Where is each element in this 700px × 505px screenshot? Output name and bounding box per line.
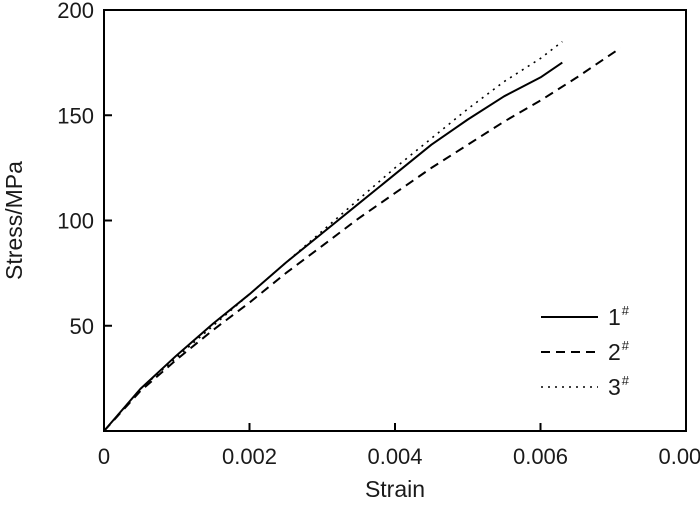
- y-tick-label-1: 100: [57, 209, 94, 234]
- legend: 1#2#3#: [541, 303, 630, 400]
- y-tick-label-0: 50: [70, 314, 94, 339]
- series-layer: [103, 40, 622, 432]
- x-axis-title: Strain: [365, 476, 425, 502]
- plot-frame: [103, 9, 687, 432]
- legend-label-2: 2#: [608, 338, 630, 365]
- x-tick-label-3: 0.006: [513, 444, 568, 469]
- x-tick-label-4: 0.008: [658, 444, 700, 469]
- legend-label-main-1: 1: [608, 304, 621, 330]
- legend-label-sup-3: #: [622, 373, 630, 388]
- x-tick-label-1: 0.002: [222, 444, 277, 469]
- x-tick-label-0: 0: [98, 444, 110, 469]
- legend-label-main-3: 3: [608, 374, 621, 400]
- series-line-1: [103, 61, 563, 432]
- y-axis-title: Stress/MPa: [1, 161, 27, 280]
- legend-label-sup-1: #: [622, 303, 630, 318]
- legend-label-1: 1#: [608, 303, 630, 330]
- legend-label-main-2: 2: [608, 339, 621, 365]
- series-line-3: [103, 40, 563, 432]
- ticks-layer: 0 0.002 0.004 0.006 0.008 50 100 150 200: [57, 0, 700, 469]
- series-line-2: [103, 47, 622, 432]
- y-tick-label-2: 150: [57, 103, 94, 128]
- y-tick-label-3: 200: [57, 0, 94, 23]
- legend-label-sup-2: #: [622, 338, 630, 353]
- legend-label-3: 3#: [608, 373, 630, 400]
- x-tick-label-2: 0.004: [367, 444, 422, 469]
